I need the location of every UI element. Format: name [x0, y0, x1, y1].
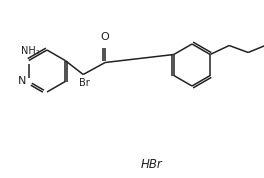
Text: Br: Br — [79, 78, 89, 88]
Text: HBr: HBr — [141, 158, 163, 171]
Text: NH₂: NH₂ — [21, 46, 39, 56]
Text: N: N — [17, 77, 26, 87]
Text: O: O — [101, 33, 110, 43]
